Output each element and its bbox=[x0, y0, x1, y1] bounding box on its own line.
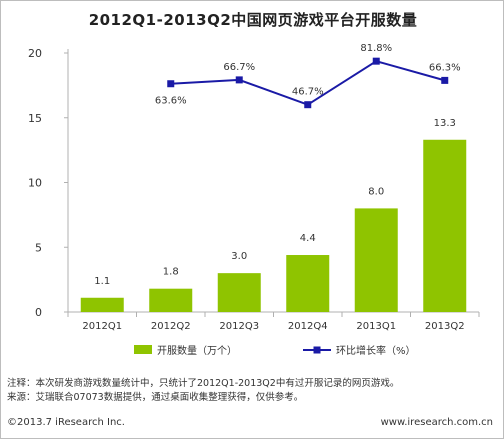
y-tick-label: 0 bbox=[35, 306, 42, 319]
bar-value-label: 8.0 bbox=[368, 186, 384, 197]
bar bbox=[80, 297, 124, 312]
x-tick-label: 2012Q2 bbox=[151, 321, 191, 332]
growth-line bbox=[170, 60, 446, 106]
legend-bar-label: 开服数量（万个） bbox=[157, 344, 237, 357]
x-tick-label: 2012Q3 bbox=[219, 321, 259, 332]
x-tick-label: 2013Q2 bbox=[425, 321, 465, 332]
legend-line-label: 环比增长率（%） bbox=[336, 344, 416, 357]
growth-value-label: 63.6% bbox=[155, 96, 187, 107]
growth-point bbox=[235, 76, 243, 84]
legend-line-marker bbox=[313, 346, 321, 354]
note-text: 注释：本次研发商游戏数量统计中，只统计了2012Q1-2013Q2中有过开服记录… bbox=[7, 378, 400, 389]
bar-value-label: 4.4 bbox=[300, 233, 316, 244]
y-tick-label: 5 bbox=[35, 241, 42, 254]
y-tick-label: 15 bbox=[28, 112, 42, 125]
bar bbox=[286, 255, 330, 312]
growth-value-label: 66.3% bbox=[429, 62, 461, 73]
bar bbox=[217, 273, 261, 312]
x-tick-label: 2012Q1 bbox=[82, 321, 122, 332]
x-tick-label: 2012Q4 bbox=[288, 321, 328, 332]
growth-point bbox=[441, 76, 449, 84]
growth-value-label: 81.8% bbox=[360, 43, 392, 54]
y-tick-label: 10 bbox=[28, 177, 42, 190]
bar-value-label: 1.1 bbox=[94, 276, 110, 287]
x-tick-label: 2013Q1 bbox=[356, 321, 396, 332]
chart-plot: 0 5 10 15 20 2012Q1 2012Q2 2012Q3 2012Q4 2013Q1 20… bbox=[28, 43, 480, 357]
growth-value-label: 66.7% bbox=[223, 62, 255, 73]
bar bbox=[354, 208, 398, 312]
bar bbox=[423, 139, 467, 312]
bar-value-label: 1.8 bbox=[163, 267, 179, 278]
y-tick-label: 20 bbox=[28, 47, 42, 60]
bar-value-label: 3.0 bbox=[231, 251, 247, 262]
growth-value-label: 46.7% bbox=[292, 87, 324, 98]
chart-title: 2012Q1-2013Q2中国网页游戏平台开服数量 bbox=[88, 11, 418, 29]
source-text: 来源：艾瑞联合07073数据提供，通过桌面收集整理获得，仅供参考。 bbox=[7, 392, 304, 403]
website-text: www.iresearch.com.cn bbox=[380, 417, 493, 428]
bar-value-label: 13.3 bbox=[434, 118, 456, 129]
legend-bar-swatch bbox=[134, 345, 152, 354]
growth-point bbox=[304, 101, 312, 109]
copyright-text: ©2013.7 iResearch Inc. bbox=[7, 417, 125, 428]
growth-point bbox=[167, 80, 175, 88]
growth-point bbox=[372, 57, 380, 65]
bar bbox=[149, 288, 193, 312]
